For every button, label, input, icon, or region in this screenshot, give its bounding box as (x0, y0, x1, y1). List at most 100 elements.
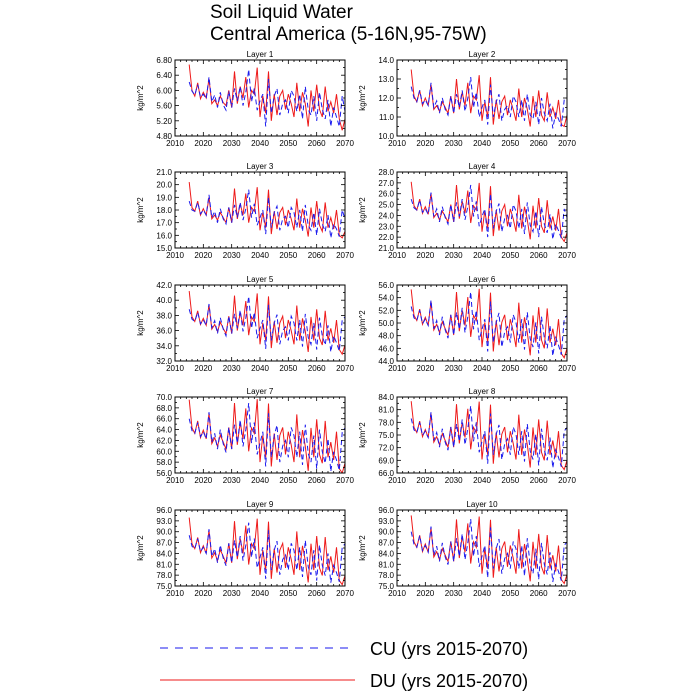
x-tick-label: 2040 (251, 476, 269, 485)
x-tick-label: 2050 (501, 364, 519, 373)
y-tick-label: 75.0 (378, 431, 394, 440)
x-tick-label: 2030 (445, 251, 463, 260)
y-tick-label: 66.0 (378, 469, 394, 478)
x-tick-label: 2050 (279, 476, 297, 485)
series-line-du (188, 64, 345, 131)
series-lines (188, 517, 345, 586)
x-tick-label: 2070 (336, 139, 354, 148)
panel-title: Layer 2 (469, 50, 496, 59)
x-tick-label: 2040 (473, 476, 491, 485)
y-tick-label: 52.0 (378, 306, 394, 315)
series-lines (410, 401, 567, 471)
series-lines (410, 69, 567, 129)
y-tick-label: 4.80 (156, 132, 172, 141)
x-tick-label: 2020 (194, 364, 212, 373)
series-line-du (188, 517, 345, 586)
x-tick-label: 2010 (166, 364, 184, 373)
y-tick-label: 90.0 (156, 528, 172, 537)
y-tick-label: 5.20 (156, 117, 172, 126)
x-tick-label: 2050 (501, 476, 519, 485)
y-tick-label: 20.0 (156, 181, 172, 190)
y-tick-label: 78.0 (378, 418, 394, 427)
panel-title: Layer 3 (247, 162, 274, 171)
x-tick-label: 2040 (251, 589, 269, 598)
y-tick-label: 93.0 (156, 517, 172, 526)
y-tick-label: 50.0 (378, 319, 394, 328)
x-tick-label: 2040 (251, 251, 269, 260)
series-line-cu (188, 296, 345, 352)
x-tick-label: 2010 (166, 251, 184, 260)
x-tick-label: 2050 (279, 364, 297, 373)
y-tick-label: 72.0 (378, 444, 394, 453)
y-tick-label: 44.0 (378, 357, 394, 366)
y-tick-label: 10.0 (378, 132, 394, 141)
x-tick-label: 2010 (166, 476, 184, 485)
series-lines (188, 291, 345, 356)
x-tick-label: 2010 (388, 139, 406, 148)
x-tick-label: 2050 (501, 251, 519, 260)
y-tick-label: 87.0 (156, 539, 172, 548)
y-tick-label: 24.0 (378, 211, 394, 220)
x-tick-label: 2030 (223, 139, 241, 148)
y-tick-label: 27.0 (378, 179, 394, 188)
x-tick-label: 2030 (223, 364, 241, 373)
x-tick-label: 2050 (279, 139, 297, 148)
y-tick-label: 54.0 (378, 294, 394, 303)
chart-title-line-1: Soil Liquid Water (210, 2, 354, 23)
x-tick-label: 2020 (194, 251, 212, 260)
x-tick-label: 2050 (501, 139, 519, 148)
y-tick-label: 75.0 (156, 582, 172, 591)
y-tick-label: 28.0 (378, 168, 394, 177)
x-tick-label: 2070 (336, 476, 354, 485)
panel-layer-10: Layer 10 2010 2020 2030 2040 2050 2060 2070 75.0… (358, 500, 576, 598)
series-line-cu (188, 522, 345, 583)
y-tick-label: 90.0 (378, 528, 394, 537)
x-tick-label: 2040 (473, 364, 491, 373)
y-tick-label: 64.0 (156, 426, 172, 435)
panel-layer-7: Layer 7 2010 2020 2030 2040 2050 2060 2070 56.0 5… (136, 387, 354, 485)
series-line-cu (410, 518, 567, 583)
x-tick-label: 2030 (445, 364, 463, 373)
x-tick-label: 2070 (336, 251, 354, 260)
x-tick-label: 2060 (308, 364, 326, 373)
y-tick-label: 56.0 (378, 281, 394, 290)
y-tick-label: 42.0 (156, 281, 172, 290)
x-tick-label: 2010 (388, 589, 406, 598)
y-tick-label: 69.0 (378, 456, 394, 465)
y-tick-label: 5.60 (156, 102, 172, 111)
panel-layer-5: Layer 5 2010 2020 2030 2040 2050 2060 2070 32.0 3… (136, 275, 354, 373)
series-line-du (410, 288, 567, 359)
x-tick-label: 2040 (473, 251, 491, 260)
y-tick-label: 23.0 (378, 222, 394, 231)
y-tick-label: 48.0 (378, 332, 394, 341)
y-axis-label: kg/m^2 (136, 85, 145, 111)
x-tick-label: 2070 (336, 589, 354, 598)
x-tick-label: 2060 (308, 139, 326, 148)
y-tick-label: 66.0 (156, 415, 172, 424)
y-tick-label: 56.0 (156, 469, 172, 478)
x-tick-label: 2050 (279, 589, 297, 598)
series-line-du (188, 182, 345, 239)
y-tick-label: 14.0 (378, 56, 394, 65)
y-tick-label: 38.0 (156, 311, 172, 320)
x-tick-label: 2030 (223, 251, 241, 260)
series-line-cu (410, 77, 567, 129)
x-tick-label: 2020 (416, 589, 434, 598)
y-tick-label: 18.0 (156, 206, 172, 215)
x-tick-label: 2030 (445, 476, 463, 485)
x-tick-label: 2060 (308, 476, 326, 485)
y-tick-label: 58.0 (156, 458, 172, 467)
x-tick-label: 2060 (530, 364, 548, 373)
panel-layer-8: Layer 8 2010 2020 2030 2040 2050 2060 2070 66.0 6… (358, 387, 576, 485)
y-tick-label: 22.0 (378, 233, 394, 242)
x-tick-label: 2040 (473, 139, 491, 148)
x-tick-label: 2040 (473, 589, 491, 598)
y-tick-label: 34.0 (156, 342, 172, 351)
x-tick-label: 2060 (530, 476, 548, 485)
x-tick-label: 2020 (194, 139, 212, 148)
y-tick-label: 46.0 (378, 344, 394, 353)
y-axis-label: kg/m^2 (358, 197, 367, 223)
x-tick-label: 2040 (251, 364, 269, 373)
y-tick-label: 87.0 (378, 539, 394, 548)
y-axis-label: kg/m^2 (358, 310, 367, 336)
